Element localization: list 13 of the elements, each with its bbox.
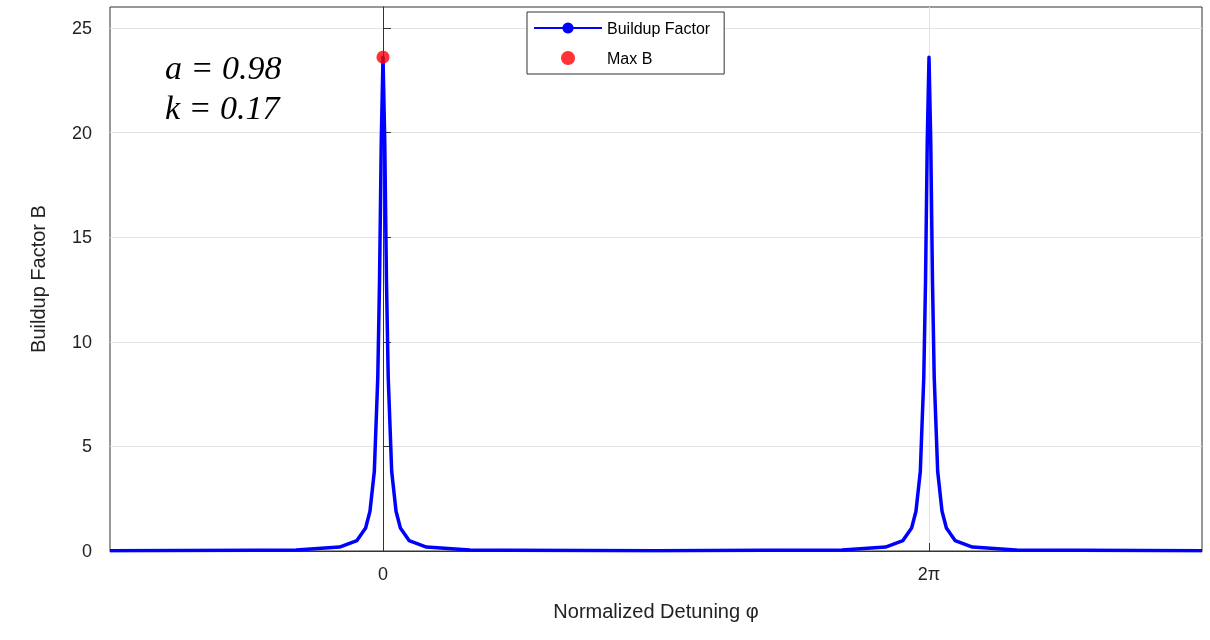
- y-tick-label: 25: [71, 17, 92, 38]
- x-axis-title: Normalized Detuning φ: [553, 600, 759, 622]
- y-tick-label: 10: [71, 331, 92, 352]
- y-tick-label: 5: [81, 436, 92, 457]
- legend-label: Buildup Factor: [607, 19, 711, 37]
- y-tick-label: 15: [71, 227, 92, 248]
- y-tick-label: 20: [71, 122, 92, 143]
- y-tick-label: 0: [81, 541, 92, 561]
- y-axis-title: Buildup Factor B: [27, 205, 49, 353]
- x-tick-label: 2π: [917, 564, 941, 584]
- legend-label: Max B: [607, 49, 653, 67]
- annotation: k = 0.17: [165, 88, 282, 126]
- annotation: a = 0.98: [165, 48, 282, 86]
